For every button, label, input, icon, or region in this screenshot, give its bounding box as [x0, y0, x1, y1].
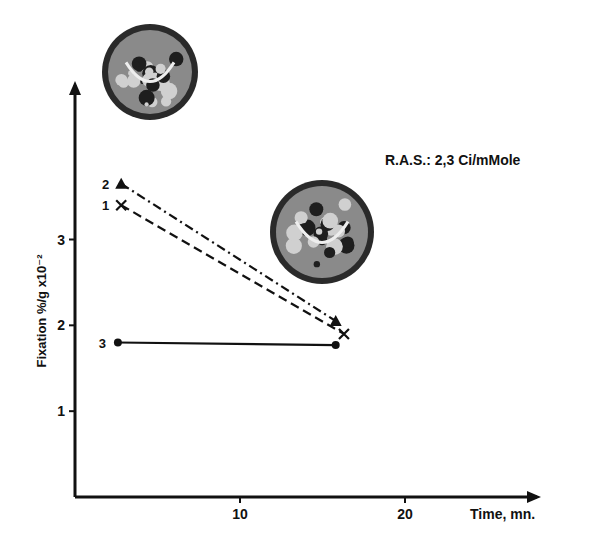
brain-disc — [270, 180, 374, 284]
series-line — [121, 205, 344, 334]
brain-texture — [339, 198, 352, 211]
y-tick-label: 1 — [57, 403, 65, 419]
axis-arrow — [69, 81, 81, 95]
y-axis — [74, 85, 77, 497]
series-label: 3 — [99, 336, 106, 351]
brain-texture — [161, 83, 178, 100]
brain-texture — [139, 90, 155, 106]
x-axis — [75, 496, 537, 499]
brain-tissue — [276, 186, 368, 278]
brain-texture — [322, 213, 338, 229]
point-marker — [339, 329, 349, 339]
point-marker — [116, 200, 126, 210]
brain-fold — [296, 222, 348, 243]
point-marker — [332, 341, 340, 349]
brain-image — [270, 180, 374, 284]
x-tick-label: 20 — [397, 506, 413, 522]
brain-tissue — [108, 30, 192, 114]
plot-area — [114, 178, 349, 349]
brain-disc — [102, 24, 198, 120]
brain-fold — [126, 62, 174, 81]
x-tick — [404, 497, 406, 503]
brain-texture — [135, 62, 140, 67]
brain-texture — [115, 74, 127, 86]
annotation: R.A.S.: 2,3 Ci/mMole — [385, 152, 521, 168]
brain-texture — [314, 261, 320, 267]
y-tick — [69, 239, 75, 241]
y-tick — [69, 410, 75, 412]
brain-texture — [145, 67, 154, 76]
x-tick-label: 10 — [232, 506, 248, 522]
y-tick-label: 2 — [57, 317, 65, 333]
point-marker — [114, 339, 122, 347]
chart: 10 20 1 2 3 Time, mn. Fixation %/g x10⁻² R.A.S.… — [0, 0, 615, 545]
series-label: 2 — [102, 177, 109, 192]
brain-texture — [309, 202, 323, 216]
brain-texture — [156, 64, 166, 74]
brain-texture — [132, 56, 147, 71]
series-line — [121, 184, 336, 321]
point-marker — [330, 315, 342, 326]
y-tick-label: 3 — [57, 232, 65, 248]
brain-texture — [316, 228, 322, 234]
x-axis-title: Time, mn. — [470, 506, 535, 522]
x-tick — [239, 497, 241, 503]
series-line — [118, 343, 336, 346]
brain-texture — [145, 102, 149, 106]
brain-texture — [324, 247, 335, 258]
brain-image — [102, 24, 198, 120]
brain-texture — [342, 236, 354, 248]
y-tick — [69, 324, 75, 326]
series-label: 1 — [102, 198, 109, 213]
y-axis-title: Fixation %/g x10⁻² — [34, 254, 49, 368]
axis-arrow — [527, 491, 541, 503]
point-marker — [115, 178, 127, 189]
